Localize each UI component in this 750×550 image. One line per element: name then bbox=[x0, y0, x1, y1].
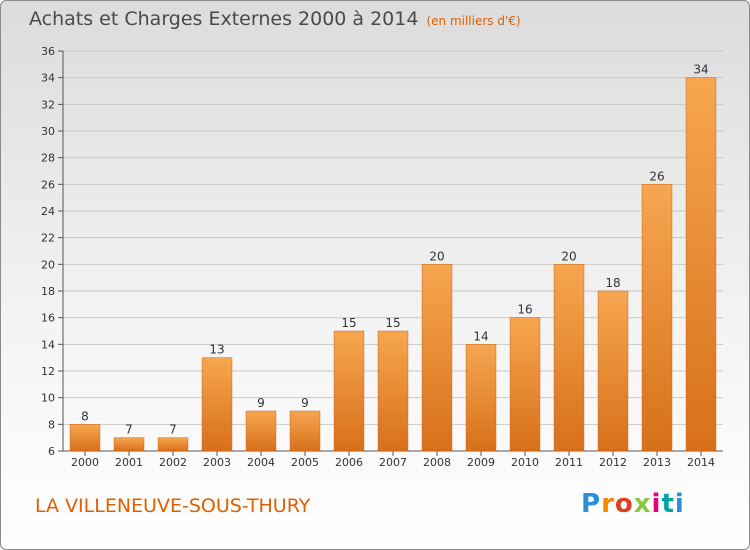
logo-letter: i bbox=[674, 489, 685, 519]
y-tick-label-30: 30 bbox=[41, 125, 55, 138]
chart-title: Achats et Charges Externes 2000 à 2014 (e… bbox=[29, 8, 521, 30]
bar-2005 bbox=[289, 410, 321, 452]
logo-letter: t bbox=[661, 489, 675, 519]
x-tick-label-2004: 2004 bbox=[247, 456, 275, 469]
data-label-2006: 15 bbox=[341, 316, 356, 330]
x-tick-label-2012: 2012 bbox=[599, 456, 627, 469]
bar-2002 bbox=[157, 437, 189, 452]
y-tick-label-36: 36 bbox=[41, 45, 55, 58]
x-tick-label-2011: 2011 bbox=[555, 456, 583, 469]
y-tick-label-24: 24 bbox=[41, 205, 55, 218]
commune-name: LA VILLENEUVE-SOUS-THURY bbox=[35, 495, 311, 517]
y-tick-label-14: 14 bbox=[41, 338, 55, 351]
bar-2012 bbox=[597, 290, 629, 452]
data-label-2000: 8 bbox=[81, 409, 89, 423]
bar-2008 bbox=[421, 264, 453, 452]
y-tick-label-34: 34 bbox=[41, 72, 55, 85]
logo-letter: P bbox=[581, 489, 602, 519]
data-label-2009: 14 bbox=[473, 329, 488, 343]
data-label-2012: 18 bbox=[605, 276, 620, 290]
y-tick-label-20: 20 bbox=[41, 258, 55, 271]
x-tick-label-2000: 2000 bbox=[71, 456, 99, 469]
bar-2007 bbox=[377, 330, 409, 452]
bar-2014 bbox=[685, 77, 717, 452]
bar-2011 bbox=[553, 264, 585, 452]
chart-subtitle: (en milliers d'€) bbox=[426, 14, 521, 28]
data-labels: 8 7 7 13 9 9 15 15 20 14 16 20 18 26 34 bbox=[81, 63, 708, 437]
data-label-2007: 15 bbox=[385, 316, 400, 330]
x-tick-label-2010: 2010 bbox=[511, 456, 539, 469]
y-tick-label-10: 10 bbox=[41, 392, 55, 405]
y-tick-label-8: 8 bbox=[48, 418, 55, 431]
data-label-2002: 7 bbox=[169, 423, 177, 437]
logo-letter: x bbox=[633, 489, 652, 519]
logo-letter: o bbox=[614, 489, 634, 519]
data-label-2004: 9 bbox=[257, 396, 265, 410]
data-label-2014: 34 bbox=[693, 63, 708, 77]
y-tick-label-28: 28 bbox=[41, 152, 55, 165]
y-tick-label-6: 6 bbox=[48, 445, 55, 458]
y-tick-label-26: 26 bbox=[41, 178, 55, 191]
data-label-2011: 20 bbox=[561, 249, 576, 263]
x-tick-label-2001: 2001 bbox=[115, 456, 143, 469]
data-label-2013: 26 bbox=[649, 169, 664, 183]
bar-2006 bbox=[333, 330, 365, 452]
bar-2009 bbox=[465, 344, 497, 452]
bar-2010 bbox=[509, 317, 541, 452]
data-label-2003: 13 bbox=[209, 343, 224, 357]
logo-letter: i bbox=[651, 489, 662, 519]
logo-letter: r bbox=[601, 489, 615, 519]
data-label-2010: 16 bbox=[517, 303, 532, 317]
data-label-2001: 7 bbox=[125, 423, 133, 437]
x-tick-label-2008: 2008 bbox=[423, 456, 451, 469]
x-tick-label-2005: 2005 bbox=[291, 456, 319, 469]
y-tick-label-16: 16 bbox=[41, 312, 55, 325]
y-tick-label-22: 22 bbox=[41, 232, 55, 245]
data-label-2005: 9 bbox=[301, 396, 309, 410]
bar-2003 bbox=[201, 357, 233, 452]
x-tick-label-2009: 2009 bbox=[467, 456, 495, 469]
x-tick-label-2013: 2013 bbox=[643, 456, 671, 469]
y-tick-label-32: 32 bbox=[41, 98, 55, 111]
bars bbox=[69, 77, 717, 452]
bar-2013 bbox=[641, 184, 673, 452]
y-tick-label-12: 12 bbox=[41, 365, 55, 378]
x-tick-label-2002: 2002 bbox=[159, 456, 187, 469]
x-tick-label-2007: 2007 bbox=[379, 456, 407, 469]
bar-2004 bbox=[245, 410, 277, 452]
bar-2001 bbox=[113, 437, 145, 452]
x-tick-label-2006: 2006 bbox=[335, 456, 363, 469]
bar-2000 bbox=[69, 424, 101, 452]
x-tick-label-2014: 2014 bbox=[687, 456, 715, 469]
y-tick-label-18: 18 bbox=[41, 285, 55, 298]
proxiti-logo[interactable]: Proxiti bbox=[581, 489, 685, 519]
chart-title-text: Achats et Charges Externes 2000 à 2014 bbox=[29, 8, 419, 30]
data-label-2008: 20 bbox=[429, 249, 444, 263]
x-tick-label-2003: 2003 bbox=[203, 456, 231, 469]
